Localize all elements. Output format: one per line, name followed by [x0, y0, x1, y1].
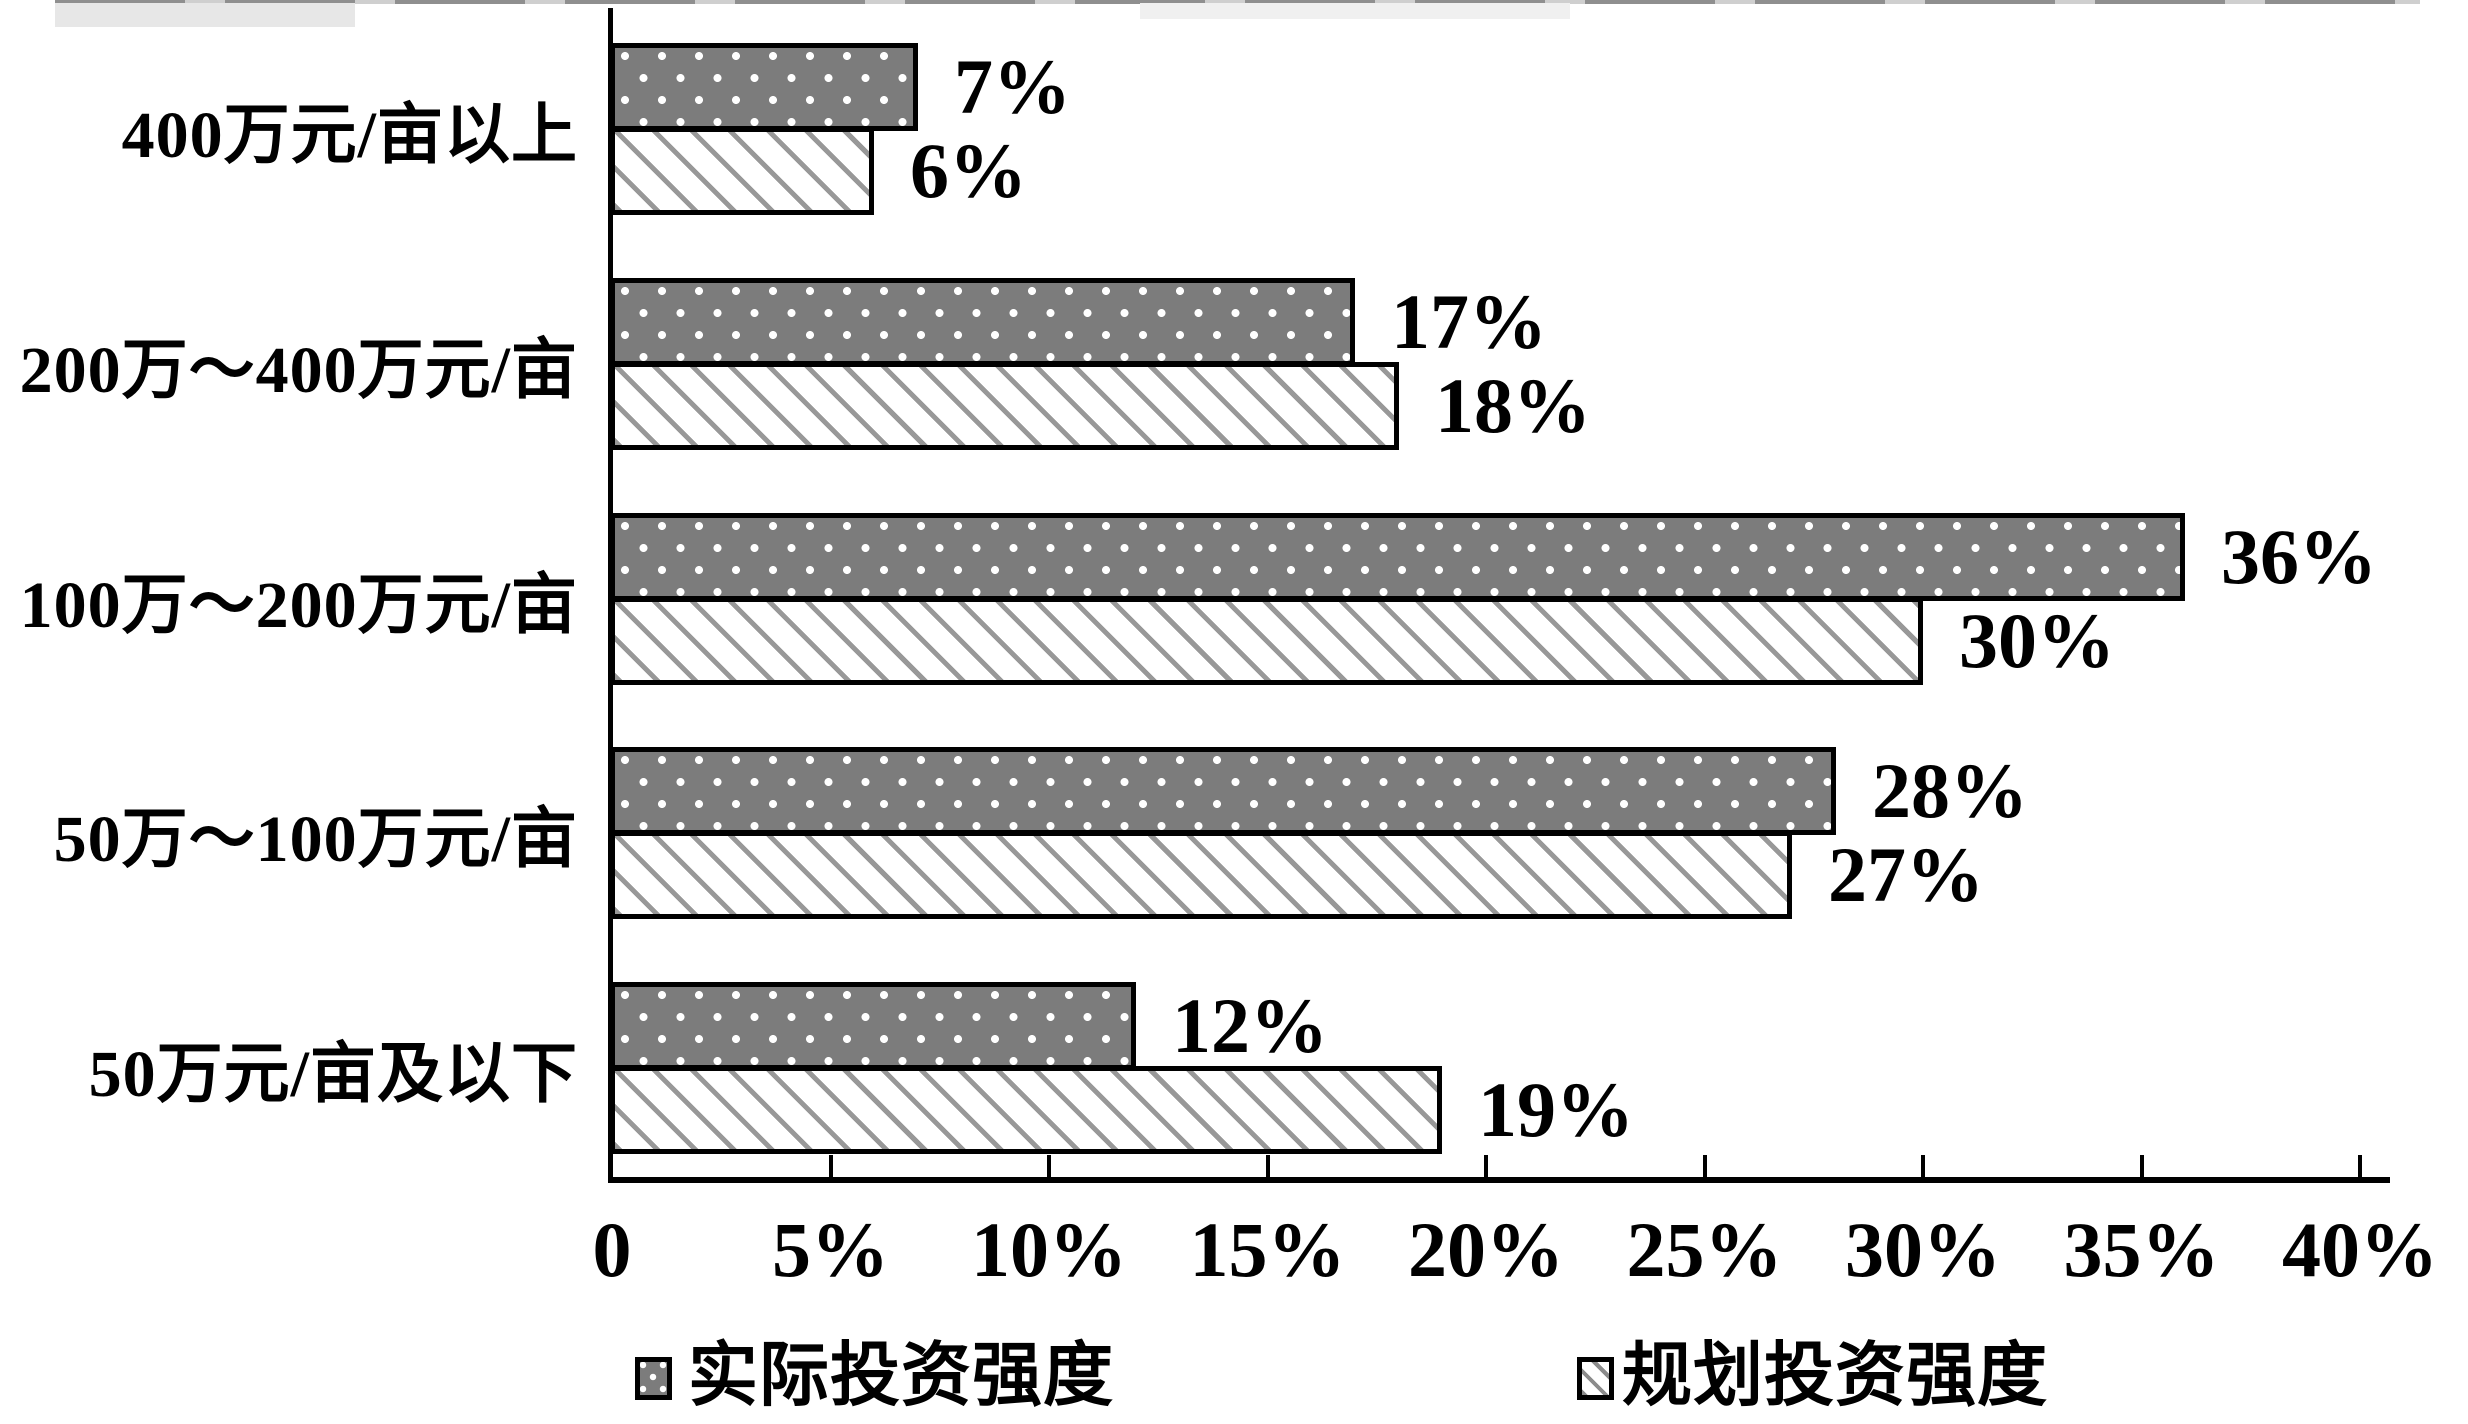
scan-artifact-smudge [1140, 3, 1570, 19]
value-label: 17% [1391, 277, 1547, 365]
bar-planned [610, 127, 874, 215]
category-label: 100万～200万元/亩 [19, 568, 578, 642]
scan-artifact-smudge [55, 3, 355, 27]
bar-actual [610, 277, 1355, 366]
legend-label-actual: 实际投资强度 [688, 1338, 1114, 1415]
legend-label-planned: 规划投资强度 [1622, 1338, 2048, 1415]
value-label: 30% [1959, 596, 2115, 684]
x-axis-tick-label: 0 [592, 1206, 632, 1293]
category-label: 200万～400万元/亩 [19, 333, 578, 407]
x-axis-tick-label: 25% [1626, 1206, 1783, 1293]
x-axis-tick [1047, 1155, 1051, 1177]
x-axis-tick [1921, 1155, 1925, 1177]
x-axis-tick [1702, 1155, 1707, 1177]
value-label: 12% [1172, 982, 1328, 1070]
bar-planned [610, 1066, 1442, 1155]
x-axis-tick [1265, 1155, 1270, 1177]
bar-actual [610, 512, 2185, 601]
x-axis-line [608, 1177, 2390, 1183]
x-axis-tick-label: 40% [2282, 1206, 2438, 1293]
scan-artifact-line [55, 0, 2420, 4]
category-label: 400万元/亩以上 [121, 99, 578, 172]
bar-planned [610, 361, 1399, 450]
category-label: 50万元/亩及以下 [88, 1038, 578, 1112]
value-label: 28% [1872, 747, 2028, 835]
x-axis-tick-label: 35% [2063, 1206, 2220, 1293]
bar-actual [610, 43, 918, 131]
value-label: 36% [2221, 512, 2377, 600]
x-axis-tick [2358, 1155, 2362, 1177]
value-label: 19% [1478, 1066, 1634, 1154]
value-label: 7% [954, 43, 1071, 130]
value-label: 18% [1435, 361, 1591, 449]
x-axis-tick-label: 10% [971, 1206, 1127, 1293]
value-label: 27% [1828, 831, 1984, 919]
x-axis-tick [828, 1155, 833, 1177]
legend-swatch-actual [635, 1357, 672, 1400]
category-label: 50万～100万元/亩 [53, 803, 578, 877]
bar-actual [610, 747, 1836, 836]
x-axis-tick [2139, 1155, 2144, 1177]
legend-swatch-planned [1577, 1357, 1614, 1400]
bar-actual [610, 982, 1136, 1071]
x-axis-tick-label: 20% [1408, 1206, 1564, 1293]
x-axis-tick [1484, 1155, 1488, 1177]
x-axis-tick-label: 30% [1845, 1206, 2001, 1293]
x-axis-tick-label: 15% [1189, 1206, 1346, 1293]
x-axis-tick-label: 5% [772, 1206, 889, 1293]
bar-planned [610, 831, 1792, 920]
value-label: 6% [910, 127, 1027, 214]
bar-planned [610, 596, 1923, 685]
